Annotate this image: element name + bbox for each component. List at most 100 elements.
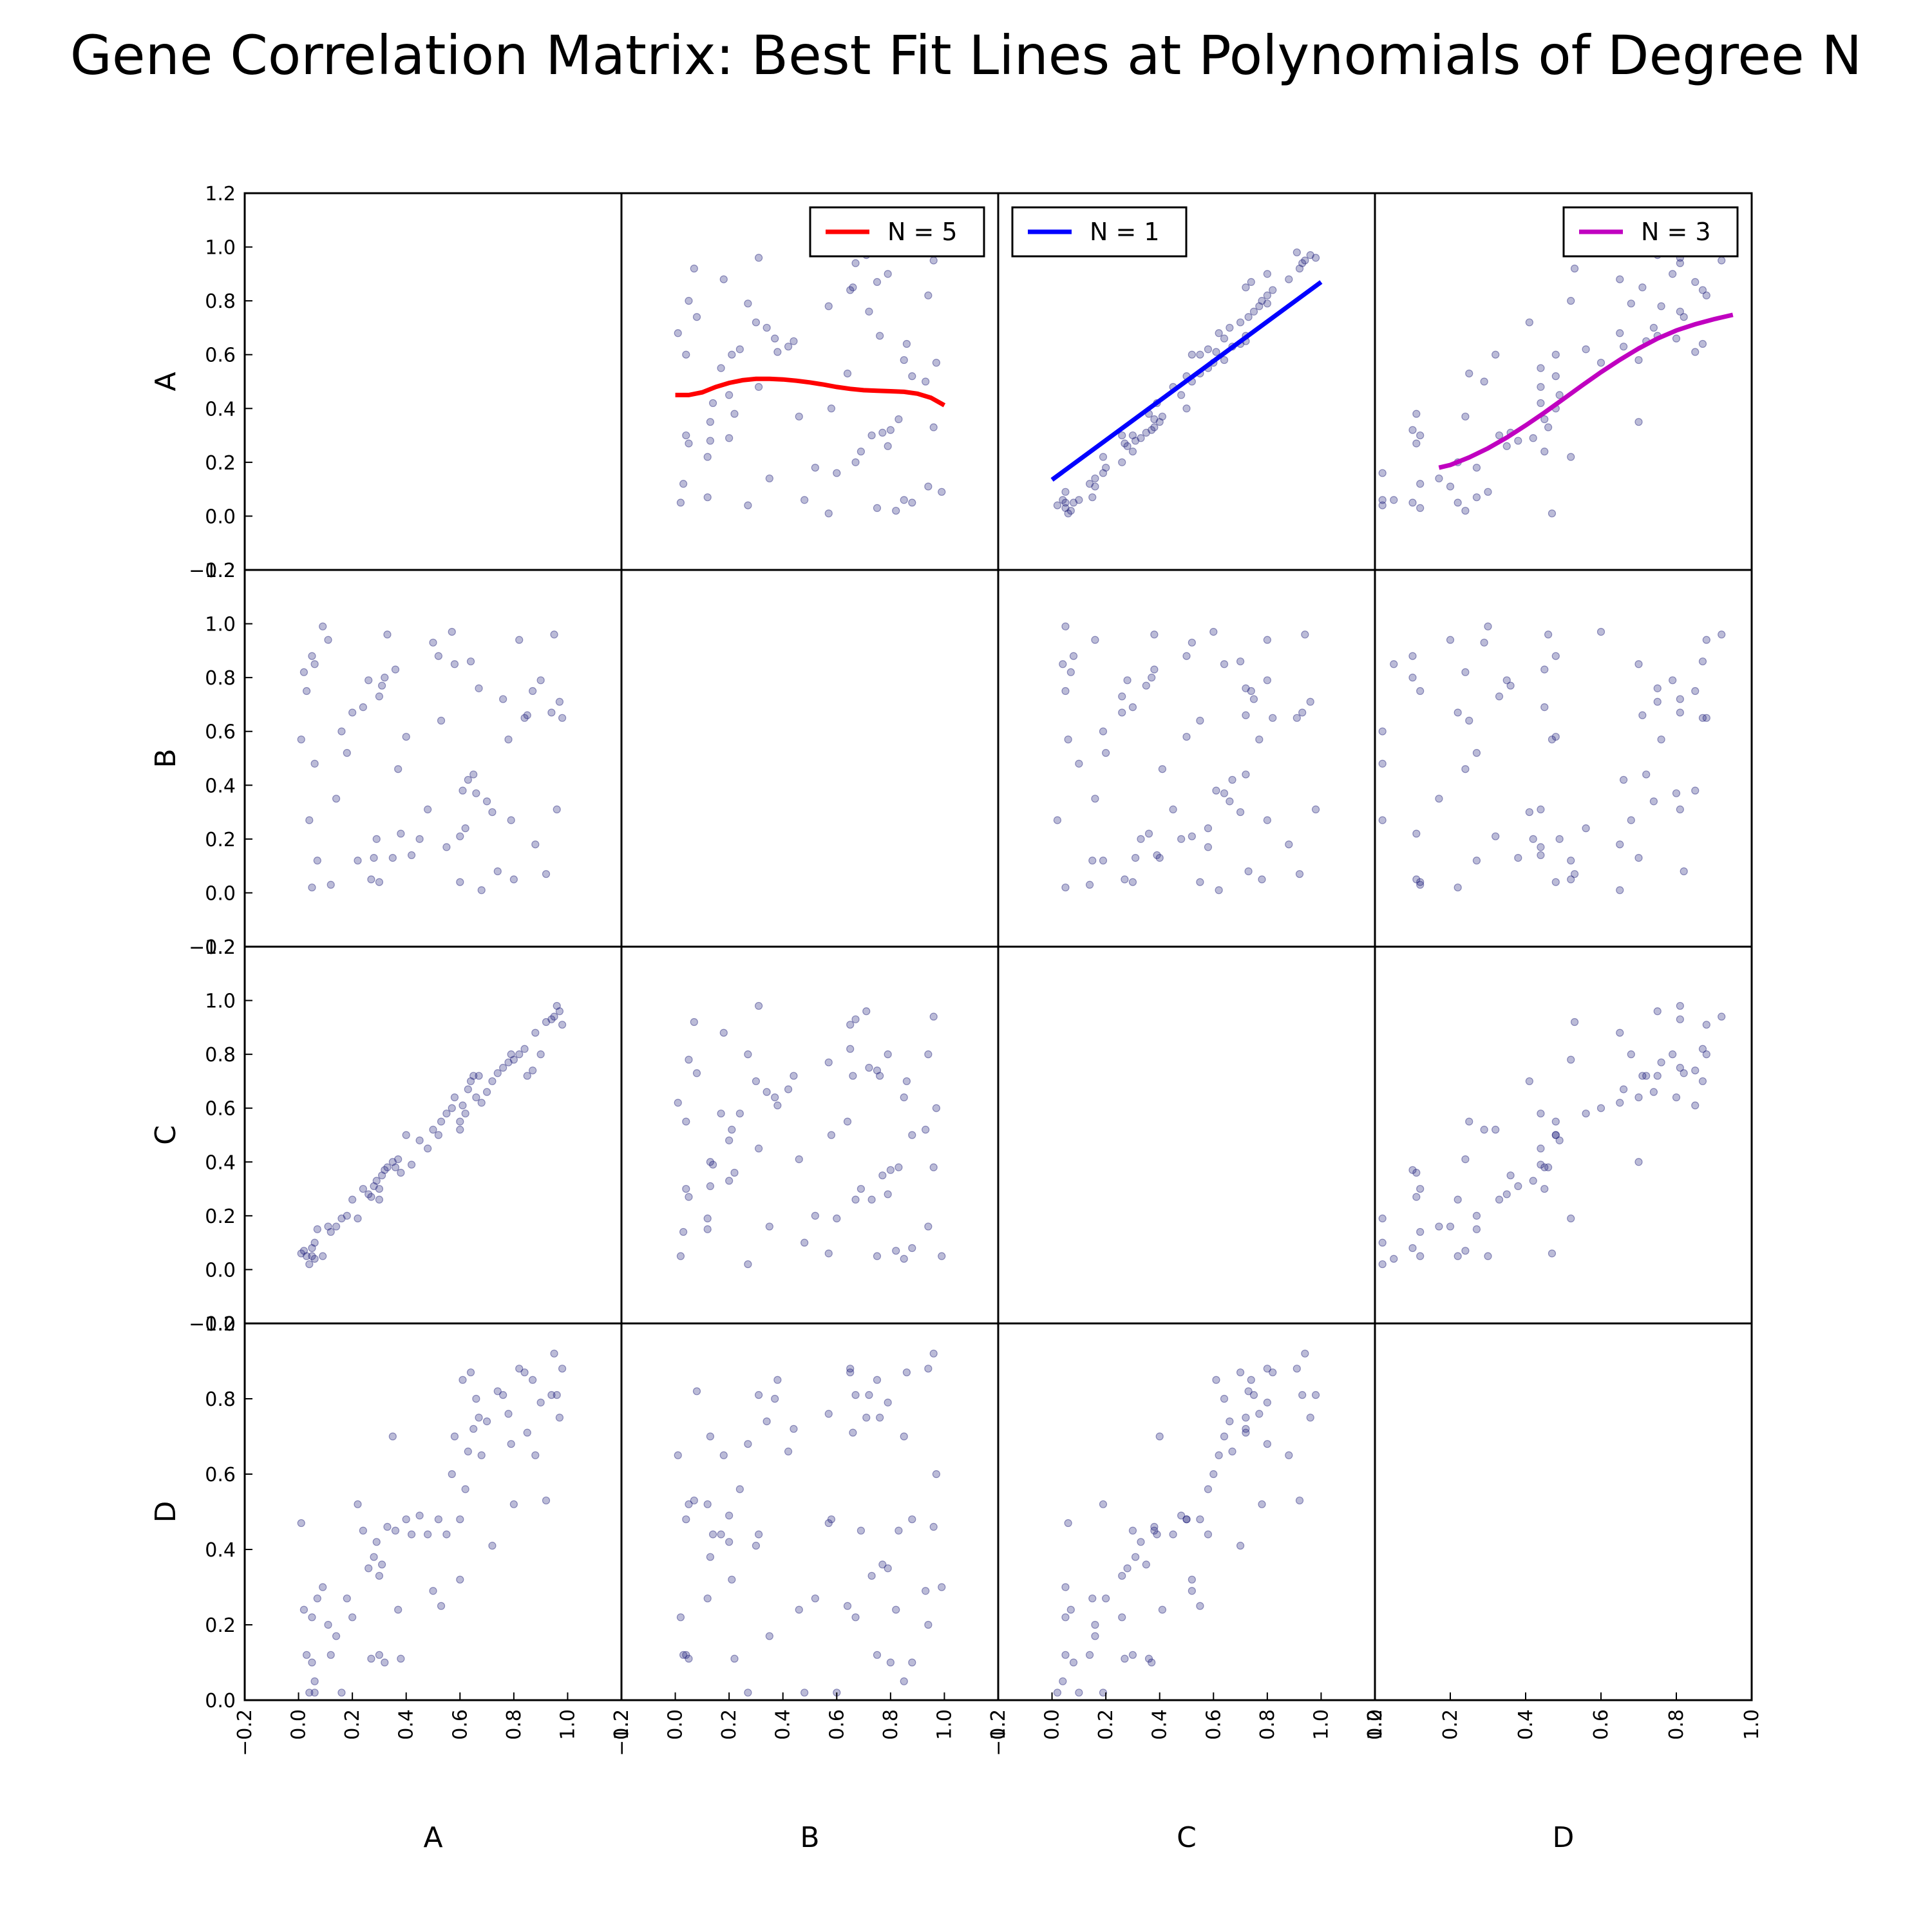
scatter-point <box>1220 334 1229 343</box>
scatter-point <box>343 1594 351 1603</box>
scatter-point <box>735 1485 744 1493</box>
scatter-point <box>1544 1163 1553 1171</box>
scatter-point <box>1118 708 1126 717</box>
scatter-point <box>332 1222 341 1231</box>
y-tick-label: −0.2 <box>189 1313 236 1336</box>
scatter-point <box>752 1077 761 1086</box>
scatter-point <box>397 1168 405 1177</box>
x-axis-label: D <box>1553 1821 1575 1854</box>
scatter-point <box>375 1195 384 1204</box>
scatter-point <box>1567 1214 1575 1223</box>
scatter-point <box>771 334 779 343</box>
scatter-point <box>876 1414 884 1422</box>
x-tick-label: 0.6 <box>1202 1709 1225 1740</box>
scatter-point <box>464 775 472 784</box>
scatter-point <box>908 1131 916 1139</box>
scatter-point <box>1529 835 1537 843</box>
scatter-point <box>706 1432 714 1441</box>
scatter-point <box>297 1519 305 1528</box>
scatter-point <box>388 854 397 862</box>
scatter-point <box>676 1252 685 1260</box>
scatter-point <box>1446 636 1455 644</box>
scatter-point <box>370 1182 378 1190</box>
scatter-point <box>466 657 475 666</box>
scatter-point <box>378 1171 386 1180</box>
scatter-point <box>1182 404 1191 413</box>
scatter-point <box>922 377 930 386</box>
scatter-point <box>313 857 321 865</box>
scatter-point <box>873 278 882 286</box>
scatter-point <box>1537 805 1545 813</box>
scatter-point <box>679 1227 688 1236</box>
scatter-point <box>1492 832 1500 840</box>
scatter-point <box>752 318 761 327</box>
scatter-point <box>531 1028 540 1037</box>
scatter-point <box>1128 703 1137 712</box>
scatter-point <box>542 870 551 878</box>
scatter-point <box>1215 329 1223 337</box>
scatter-point <box>1676 1001 1684 1010</box>
scatter-point <box>1188 832 1196 840</box>
scatter-point <box>1148 426 1156 434</box>
scatter-point <box>1059 496 1067 504</box>
scatter-point <box>1298 1391 1307 1399</box>
scatter-point <box>407 1160 416 1169</box>
scatter-point <box>359 703 367 712</box>
scatter-point <box>1155 418 1164 426</box>
scatter-point <box>1295 264 1304 273</box>
scatter-point <box>719 1451 728 1459</box>
x-tick-label: 0.4 <box>1149 1709 1171 1740</box>
scatter-point <box>1544 630 1553 639</box>
scatter-point <box>1255 735 1264 744</box>
scatter-point <box>708 1530 717 1539</box>
scatter-point <box>824 509 833 518</box>
scatter-point <box>1242 283 1250 292</box>
scatter-point <box>1311 1391 1320 1399</box>
scatter-point <box>515 1050 524 1059</box>
scatter-point <box>725 1136 734 1144</box>
scatter-point <box>1148 674 1156 682</box>
x-tick-label: 0.4 <box>395 1709 418 1740</box>
x-tick-label: 0.6 <box>1590 1709 1613 1740</box>
scatter-point <box>1672 334 1681 343</box>
scatter-point <box>878 428 887 437</box>
scatter-point <box>851 1015 860 1023</box>
scatter-point <box>1150 1526 1159 1535</box>
scatter-point <box>310 759 319 768</box>
scatter-point <box>1378 1214 1387 1223</box>
scatter-point <box>1653 697 1662 706</box>
scatter-point <box>703 453 712 461</box>
scatter-point <box>365 676 373 685</box>
scatter-point <box>862 1414 871 1422</box>
scatter-point <box>391 1163 400 1171</box>
scatter-point <box>1244 313 1253 321</box>
panel-frame <box>1374 569 1753 948</box>
scatter-point <box>755 1001 763 1010</box>
scatter-point <box>1269 714 1277 722</box>
scatter-point <box>1537 1109 1545 1118</box>
scatter-point <box>303 1651 311 1659</box>
scatter-point <box>1169 1530 1177 1539</box>
scatter-point <box>876 1072 884 1080</box>
scatter-point <box>1638 711 1647 719</box>
scatter-point <box>706 437 714 445</box>
scatter-point <box>1118 431 1126 440</box>
scatter-point <box>1582 1109 1590 1118</box>
scatter-point <box>685 439 693 448</box>
scatter-point <box>424 1144 432 1153</box>
scatter-point <box>308 883 316 892</box>
x-axis-label: B <box>800 1821 819 1854</box>
scatter-point <box>299 1605 308 1614</box>
scatter-point <box>1698 657 1707 666</box>
scatter-point <box>1702 636 1710 644</box>
scatter-point <box>448 1470 456 1479</box>
y-axis-label: B <box>149 748 182 768</box>
scatter-point <box>1061 504 1070 512</box>
legend: N = 3 <box>1562 206 1739 258</box>
scatter-point <box>367 1654 375 1663</box>
scatter-point <box>1053 1689 1062 1697</box>
scatter-point <box>762 1088 771 1096</box>
scatter-point <box>482 1417 491 1426</box>
scatter-point <box>550 1349 558 1358</box>
scatter-point <box>299 1247 308 1255</box>
